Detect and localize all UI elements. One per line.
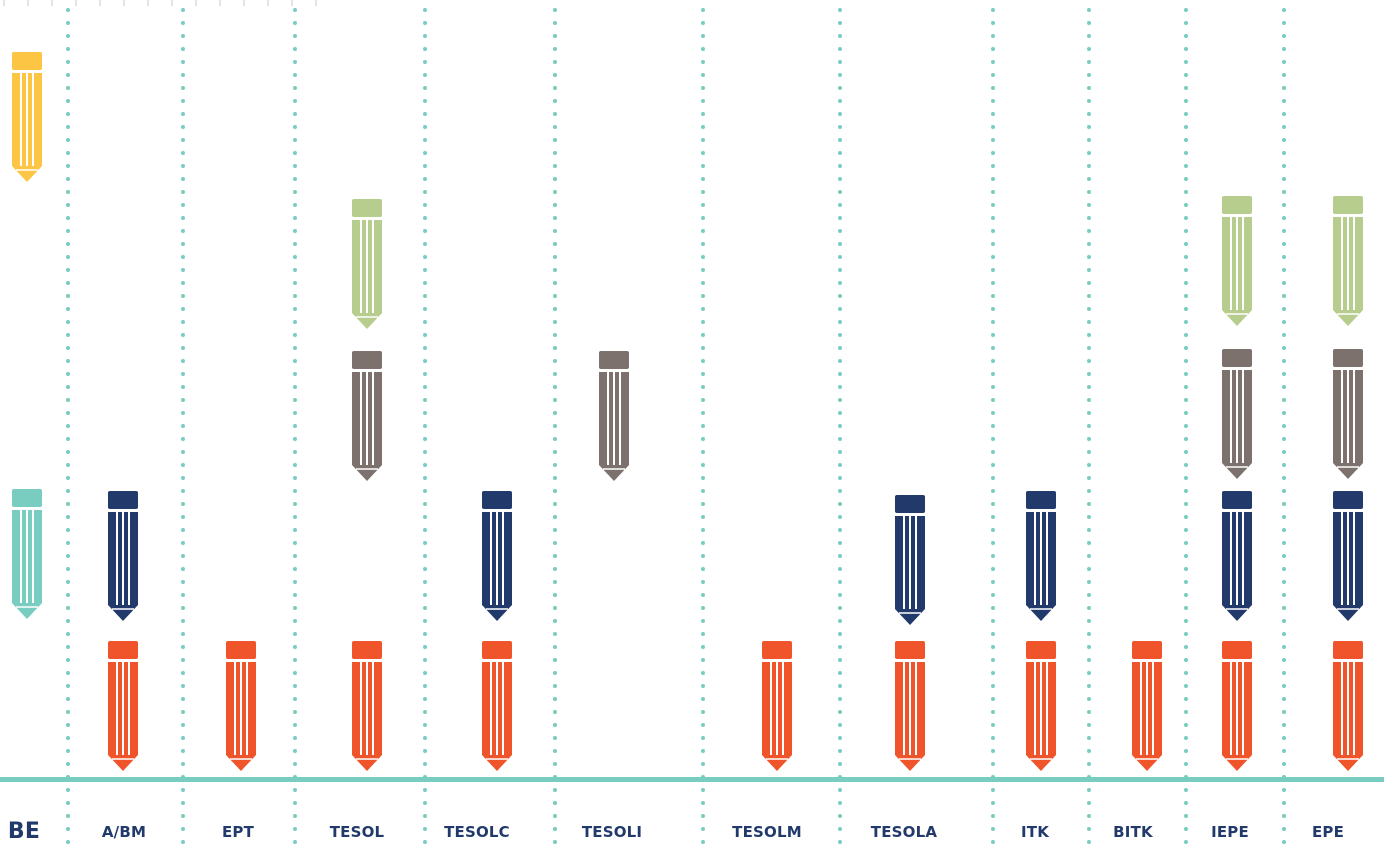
column-label: TESOL [329,823,385,841]
pencil-navy [1026,491,1056,621]
column-label: A/BM [101,823,147,841]
pencil-orange [1026,641,1056,771]
pencil-teal [12,489,42,619]
pencil-yellow [12,52,42,182]
column-label: TESOLI [581,823,643,841]
pencil-gray [599,351,629,481]
pencil-navy [108,491,138,621]
column-label: BE [7,819,41,844]
pencil-green [1222,196,1252,326]
pencil-orange [1333,641,1363,771]
pencil-navy [895,495,925,625]
column-label: TESOLC [444,823,510,841]
pencil-orange [1222,641,1252,771]
pencil-orange [352,641,382,771]
column-label: TESOLM [732,823,802,841]
baseline [0,777,1384,782]
pencil-navy [1333,491,1363,621]
pencil-navy [482,491,512,621]
pencil-orange [1132,641,1162,771]
pencil-orange [895,641,925,771]
pencil-green [352,199,382,329]
column-label: EPE [1311,823,1345,841]
column-label: ITK [1020,823,1050,841]
pencil-gray [1222,349,1252,479]
pencil-orange [482,641,512,771]
column-label: BITK [1113,823,1153,841]
pencil-gray [1333,349,1363,479]
column-label: IEPE [1211,823,1249,841]
pencil-green [1333,196,1363,326]
column-label: EPT [221,823,255,841]
pencil-orange [226,641,256,771]
pencil-navy [1222,491,1252,621]
pencil-orange [762,641,792,771]
pencil-gray [352,351,382,481]
pencil-orange [108,641,138,771]
column-label: TESOLA [870,823,938,841]
